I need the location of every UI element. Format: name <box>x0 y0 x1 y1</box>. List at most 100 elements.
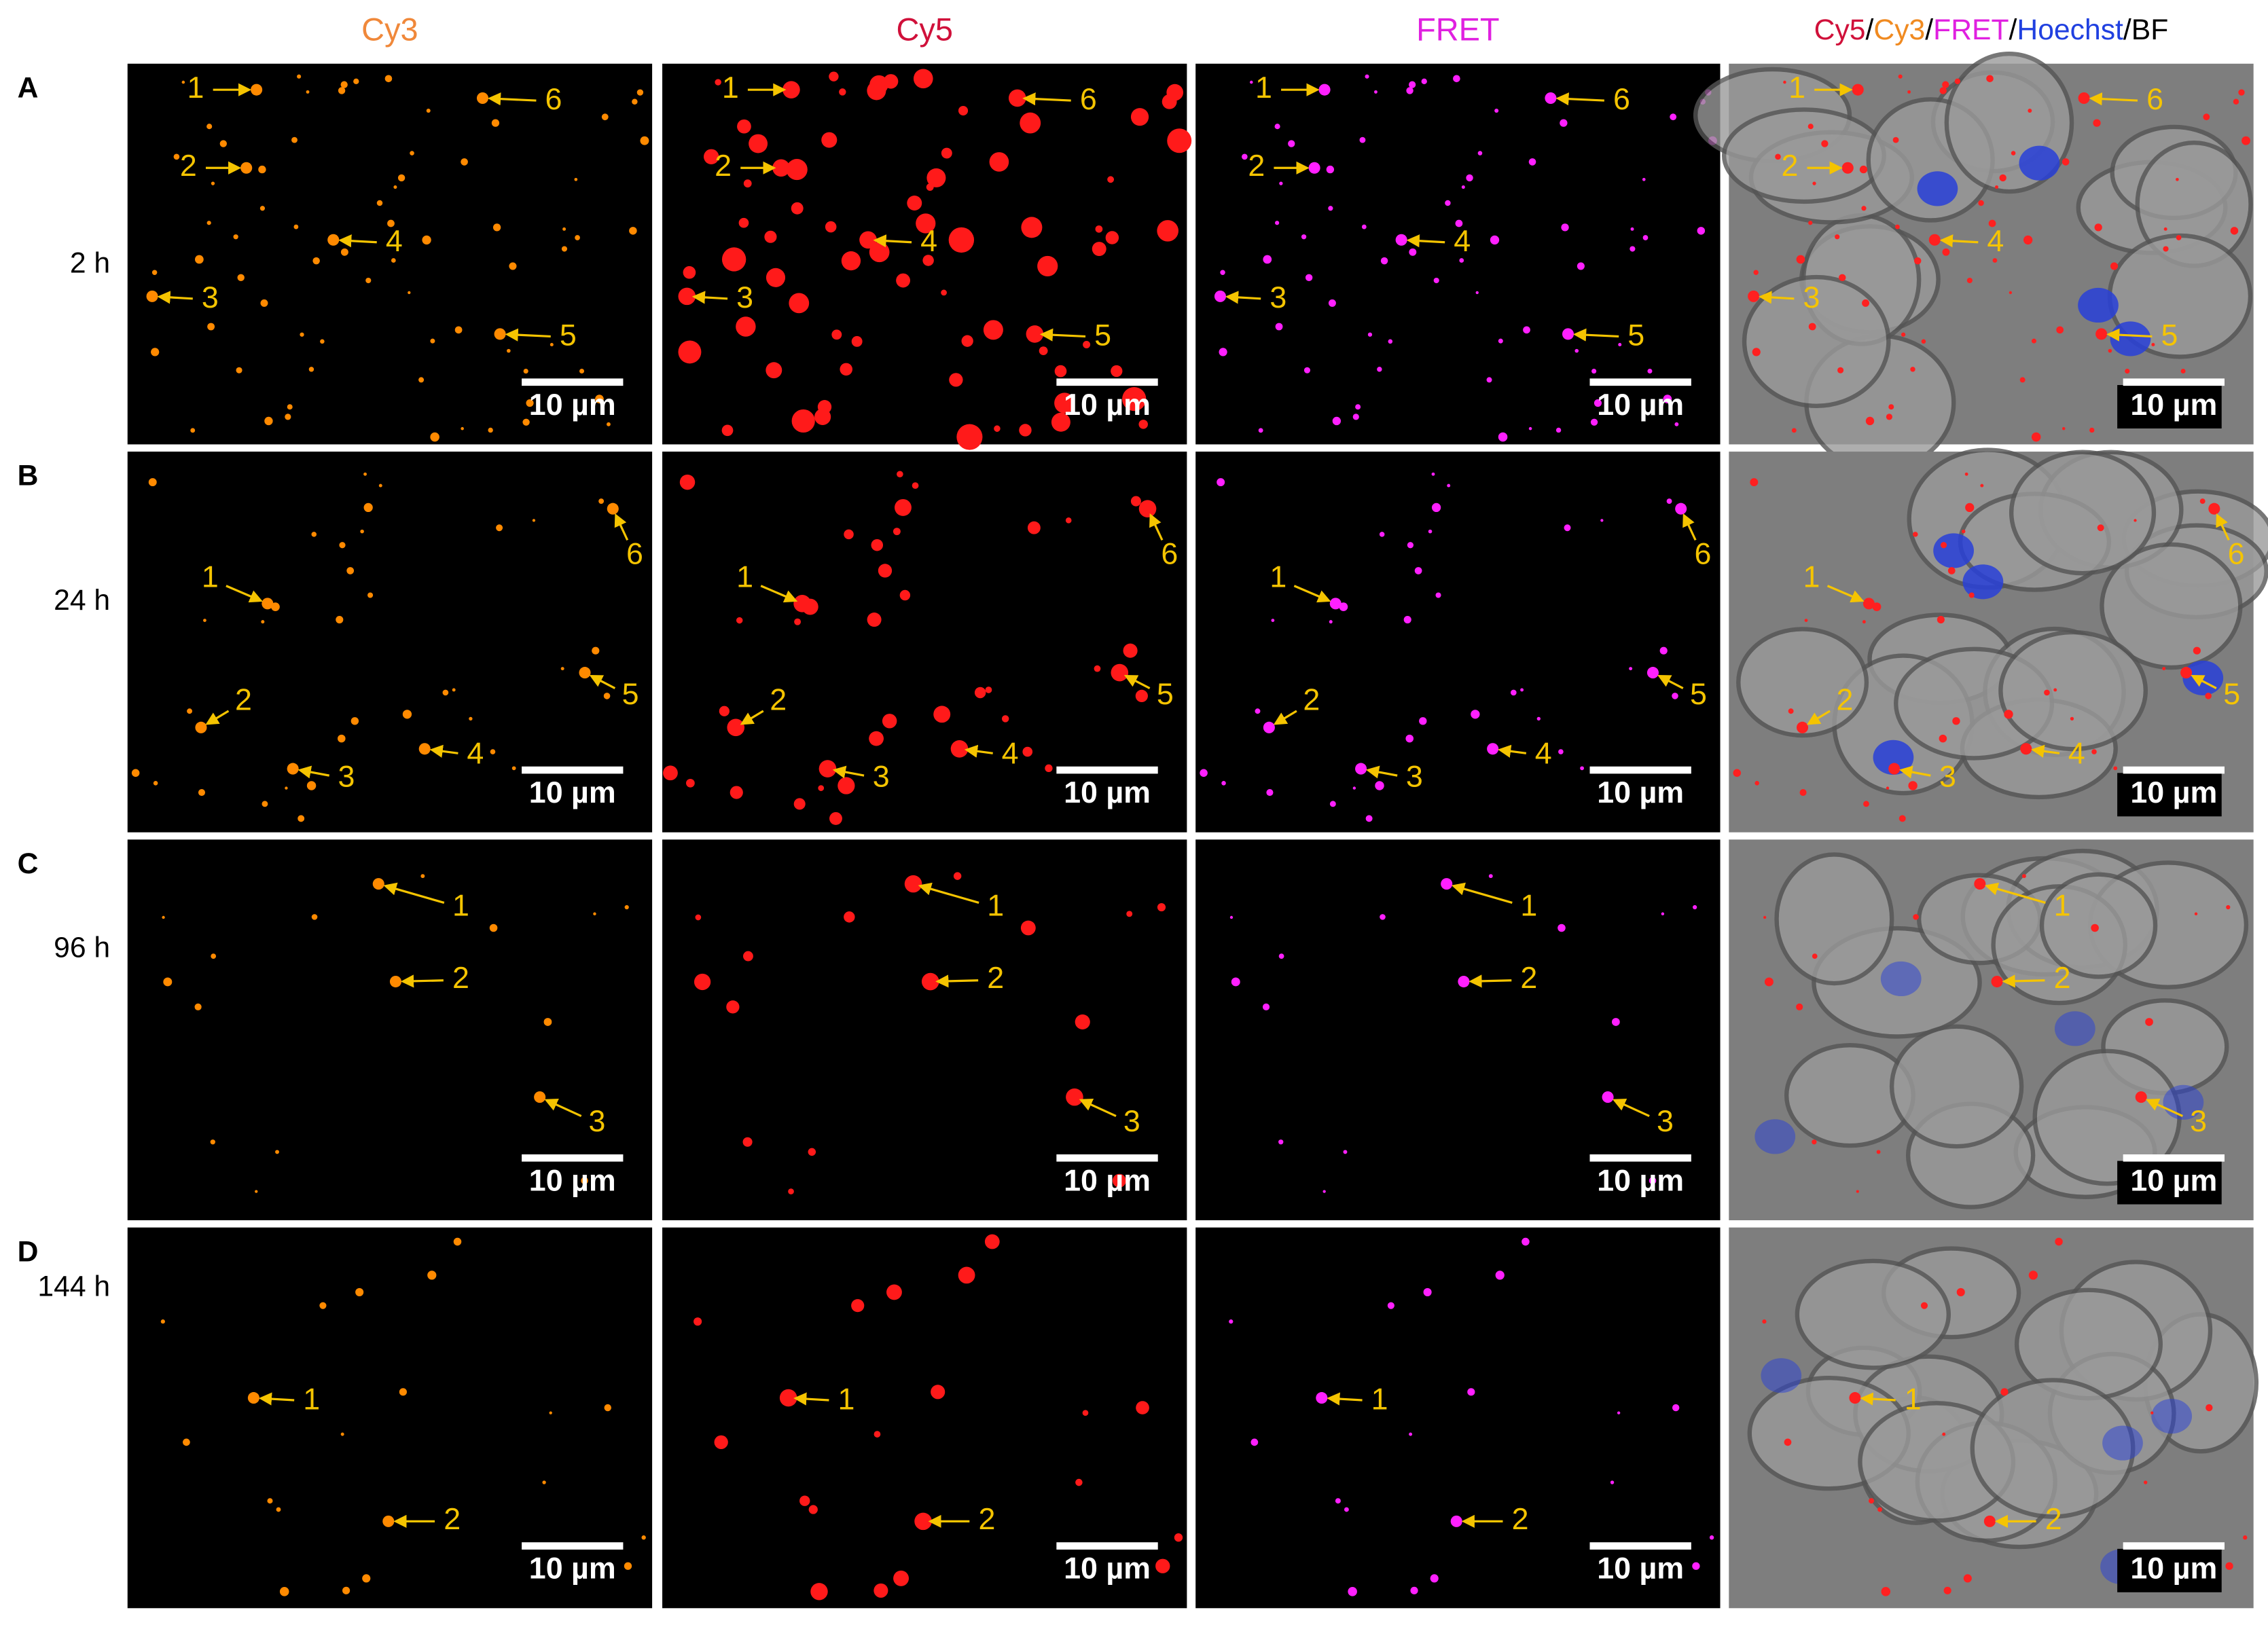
fluorescent-spot <box>983 320 1003 340</box>
arrow <box>1612 1098 1650 1117</box>
arrow <box>1939 234 1979 248</box>
fluorescent-spot <box>1022 746 1033 757</box>
arrow <box>1293 585 1331 603</box>
fluorescent-spot <box>2028 109 2032 113</box>
fluorescent-spot <box>1886 786 1890 790</box>
column-header: Cy5/Cy3/FRET/Hoechst/BF <box>1814 14 2169 46</box>
fluorescent-spot <box>1322 1190 1326 1193</box>
fluorescent-spot <box>896 273 910 288</box>
marker-label: 3 <box>1406 760 1423 794</box>
nucleus <box>2102 1425 2143 1461</box>
marker-label: 3 <box>1803 280 1820 314</box>
micrograph-panel: 1 2 10 µm <box>1195 1227 1721 1609</box>
marker-label: 1 <box>1905 1382 1922 1416</box>
row-letter: A <box>18 71 39 104</box>
fluorescent-spot <box>131 769 140 778</box>
scale-bar-label: 10 µm <box>529 1552 616 1586</box>
fluorescent-spot <box>1629 667 1633 671</box>
scale-label-box <box>2117 1548 2222 1592</box>
fluorescent-spot <box>1258 428 1263 433</box>
fluorescent-spot <box>956 424 983 450</box>
fluorescent-spot <box>1709 1535 1714 1540</box>
fluorescent-spot <box>1166 84 1184 101</box>
marker-label: 2 <box>1781 149 1798 183</box>
marker-label: 4 <box>2068 737 2085 771</box>
fluorescent-spot <box>714 1435 728 1449</box>
arrow <box>1079 1098 1117 1117</box>
fluorescent-spot <box>2108 348 2112 353</box>
fluorescent-spot <box>1303 367 1311 373</box>
fluorescent-spot <box>1791 428 1797 433</box>
fluorescent-spot <box>194 1003 202 1010</box>
arrow <box>205 710 230 725</box>
fluorescent-spot <box>1466 174 1473 182</box>
fluorescent-spot <box>1461 185 1465 189</box>
fluorescent-spot <box>1039 346 1048 356</box>
header-part: Cy3 <box>1873 14 1925 46</box>
marker-label: 6 <box>2228 536 2245 570</box>
fluorescent-spot <box>1763 915 1767 919</box>
fluorescent-spot <box>2193 646 2201 655</box>
fluorescent-spot <box>1217 478 1225 487</box>
fluorescent-spot <box>1122 386 1147 412</box>
marker-label: 4 <box>1454 224 1471 258</box>
row-time: 2 h <box>70 246 110 279</box>
fluorescent-spot <box>2031 338 2036 344</box>
fluorescent-spot <box>339 542 346 549</box>
fluorescent-spot <box>306 781 317 790</box>
fluorescent-spot <box>1992 258 1998 263</box>
arrow <box>1327 1392 1363 1406</box>
marker-label: 3 <box>2190 1104 2207 1138</box>
fluorescent-spot <box>336 615 344 624</box>
fluorescent-spot <box>1279 181 1283 185</box>
fluorescent-spot <box>1410 1586 1418 1594</box>
fluorescent-spot <box>825 221 837 233</box>
fluorescent-spot <box>312 257 320 265</box>
fluorescent-spot <box>509 262 517 270</box>
fluorescent-spot <box>2205 693 2212 699</box>
arrow <box>1657 675 1684 689</box>
fluorescent-spot <box>461 426 464 431</box>
scale-bar-label: 10 µm <box>529 775 616 809</box>
fluorescent-spot <box>275 1150 279 1154</box>
cell <box>1736 627 1869 738</box>
fluorescent-spot <box>362 1574 371 1583</box>
fluorescent-spot <box>1907 90 1911 94</box>
fluorescent-spot <box>1126 911 1133 917</box>
fluorescent-spot <box>838 777 855 794</box>
marker-label: 3 <box>1939 760 1956 794</box>
fluorescent-spot <box>897 471 903 478</box>
fluorescent-spot <box>1409 1432 1413 1436</box>
fluorescent-spot <box>1431 502 1441 513</box>
fluorescent-spot <box>1594 399 1602 407</box>
fluorescent-spot <box>788 1188 794 1194</box>
cell <box>2100 542 2243 670</box>
fluorescent-spot <box>1764 977 1774 987</box>
fluorescent-spot <box>211 181 215 185</box>
fluorescent-spot <box>430 338 435 344</box>
marked-spot <box>2208 502 2220 515</box>
fluorescent-spot <box>1477 151 1483 156</box>
fluorescent-spot <box>1335 1498 1341 1504</box>
fluorescent-spot <box>2176 177 2179 181</box>
arrow <box>1555 92 1604 106</box>
marked-spot <box>1545 92 1557 104</box>
header-part: Cy5 <box>1814 14 1866 46</box>
arrow <box>258 1392 295 1406</box>
fluorescent-spot <box>183 1438 190 1446</box>
fluorescent-spot <box>1560 119 1568 127</box>
column-header: Cy5 <box>896 12 952 47</box>
fluorescent-spot <box>399 1388 407 1396</box>
fluorescent-spot <box>285 786 288 790</box>
fluorescent-spot <box>526 399 534 407</box>
fluorescent-spot <box>1453 75 1460 83</box>
marked-spot <box>1308 162 1320 174</box>
fluorescent-spot <box>886 1284 902 1300</box>
fluorescent-spot <box>1835 234 1840 240</box>
fluorescent-spot <box>163 977 173 987</box>
fluorescent-spot <box>883 74 899 89</box>
fluorescent-spot <box>2194 912 2198 916</box>
scale-label-box <box>2117 385 2222 428</box>
fluorescent-spot <box>1051 412 1070 432</box>
arrow <box>760 585 798 603</box>
